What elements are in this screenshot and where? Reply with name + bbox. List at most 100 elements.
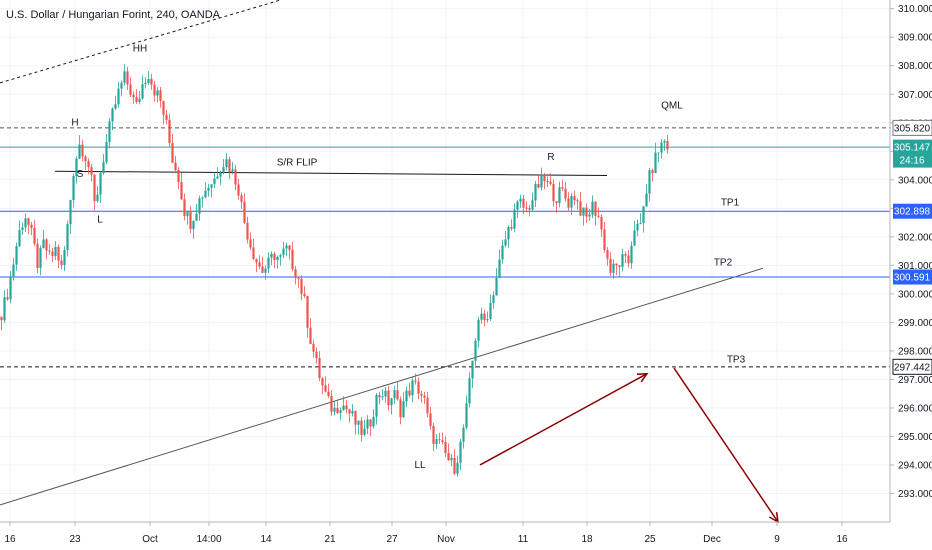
price-badge-label-tp3: 297.442 xyxy=(894,362,931,373)
price-badge-countdown: 24:16 xyxy=(899,156,924,167)
candle-body xyxy=(309,327,312,345)
candle-body xyxy=(120,82,123,89)
y-tick-label: 304.000 xyxy=(898,175,932,186)
candle-body xyxy=(336,407,339,413)
candle-body xyxy=(165,114,168,120)
candle-body xyxy=(15,246,18,265)
candle-body xyxy=(636,223,639,231)
candle-body xyxy=(42,239,45,249)
candle-body xyxy=(627,255,630,264)
candle-body xyxy=(138,98,141,102)
candle-body xyxy=(507,226,510,240)
candle-body xyxy=(180,182,183,200)
candle-body xyxy=(60,260,63,266)
candle-body xyxy=(375,395,378,417)
candle-body xyxy=(0,316,3,321)
candle-body xyxy=(537,184,540,188)
candle-body xyxy=(222,167,225,173)
candle-body xyxy=(519,198,522,202)
candle-body xyxy=(12,264,15,278)
candle-body xyxy=(591,201,594,215)
y-tick-label: 296.000 xyxy=(898,403,932,414)
candle-body xyxy=(561,187,564,189)
candle-body xyxy=(201,197,204,199)
candle-body xyxy=(348,409,351,414)
candles xyxy=(0,64,669,477)
candle-body xyxy=(21,227,24,230)
candle-body xyxy=(477,319,480,341)
candle-body xyxy=(408,390,411,396)
candle-body xyxy=(549,181,552,184)
candle-body xyxy=(384,390,387,397)
annotation-r: R xyxy=(547,152,554,163)
candle-body xyxy=(381,396,384,398)
candle-body xyxy=(510,226,513,229)
candle-body xyxy=(9,277,12,300)
candle-body xyxy=(129,84,132,95)
candle-body xyxy=(615,263,618,266)
candle-body xyxy=(570,195,573,208)
x-tick-label: Nov xyxy=(437,534,455,545)
sr-flip-line xyxy=(54,170,608,177)
upper-dashed-channel xyxy=(0,0,281,84)
annotation-h: H xyxy=(71,118,78,129)
x-tick-label: 25 xyxy=(644,534,656,545)
candle-body xyxy=(270,253,273,258)
candle-body xyxy=(654,152,657,174)
price-badge-current xyxy=(893,139,932,168)
candle-body xyxy=(441,440,444,443)
candle-body xyxy=(459,441,462,463)
annotation-tp3: TP3 xyxy=(727,354,746,365)
y-tick-label: 301.000 xyxy=(898,261,932,272)
candle-body xyxy=(177,169,180,183)
candle-body xyxy=(432,425,435,444)
candle-body xyxy=(90,167,93,175)
candle-body xyxy=(132,94,135,98)
candle-body xyxy=(231,169,234,172)
candle-body xyxy=(273,253,276,261)
candle-body xyxy=(378,395,381,398)
y-tick-label: 300.000 xyxy=(898,289,932,300)
candle-body xyxy=(369,419,372,427)
candle-body xyxy=(594,201,597,216)
drawing-lines xyxy=(0,0,764,506)
price-badge-label-tp1: 302.898 xyxy=(894,207,931,218)
candle-body xyxy=(600,216,603,230)
x-tick-label: 9 xyxy=(774,534,780,545)
candle-body xyxy=(174,162,177,170)
annotation-hh: HH xyxy=(133,43,147,54)
candle-body xyxy=(534,184,537,201)
candle-body xyxy=(261,266,264,273)
candle-body xyxy=(30,224,33,228)
time-axis[interactable]: 16 23 Oct 14:00 14 21 27 Nov 11 18 25 Dec 9 16 xyxy=(4,522,848,545)
candle-body xyxy=(342,405,345,411)
candle-body xyxy=(642,206,645,224)
x-tick-label: 16 xyxy=(4,534,16,545)
y-tick-label: 294.000 xyxy=(898,460,932,471)
candle-body xyxy=(63,249,66,266)
candle-body xyxy=(573,195,576,201)
candle-body xyxy=(504,239,507,246)
price-badges: 305.820 305.147 24:16 302.898 300.591 297.442 xyxy=(892,119,932,375)
candle-body xyxy=(75,158,78,177)
chart-title: U.S. Dollar / Hungarian Forint, 240, OAN… xyxy=(6,9,221,21)
candle-body xyxy=(522,198,525,208)
candle-body xyxy=(327,391,330,396)
candle-body xyxy=(471,360,474,379)
candle-body xyxy=(198,198,201,214)
candle-body xyxy=(210,184,213,188)
candle-body xyxy=(162,101,165,115)
candle-body xyxy=(87,161,90,168)
x-tick-label: 16 xyxy=(836,534,848,545)
candle-body xyxy=(483,313,486,321)
price-badge-tp2 xyxy=(893,269,932,285)
candle-body xyxy=(192,220,195,229)
candle-body xyxy=(558,187,561,203)
candle-body xyxy=(321,378,324,386)
candle-body xyxy=(345,405,348,410)
candle-body xyxy=(450,457,453,461)
candle-body xyxy=(57,246,60,261)
